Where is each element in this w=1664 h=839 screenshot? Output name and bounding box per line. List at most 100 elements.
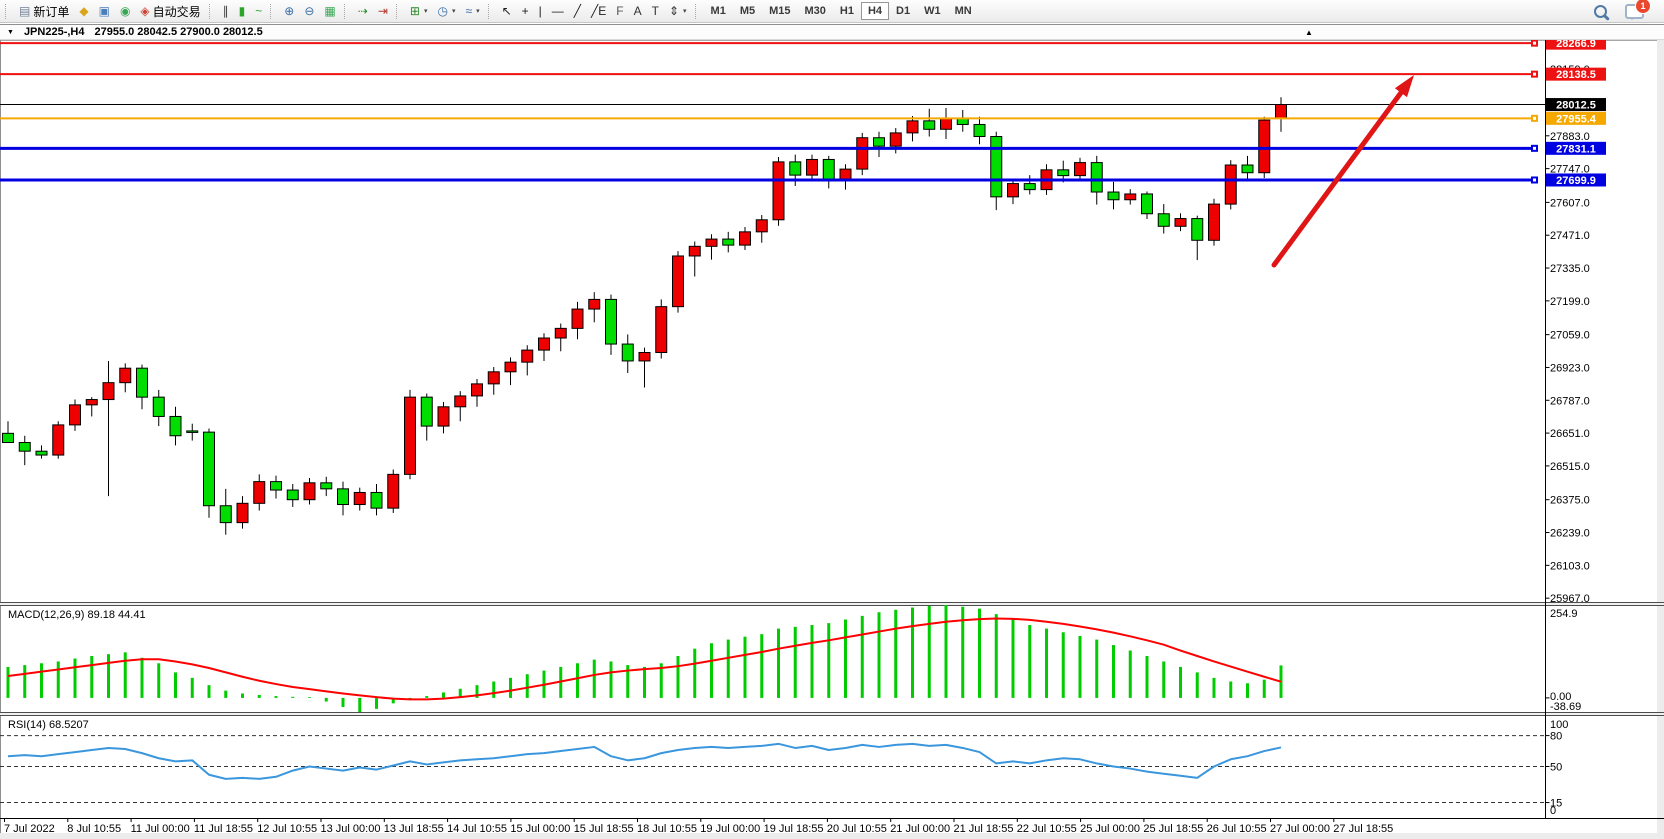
candle-body <box>420 396 433 427</box>
chart-shift-marker[interactable]: ▲ <box>1305 28 1313 37</box>
candle-body <box>1107 191 1120 201</box>
trendline-button[interactable]: ╱ <box>569 1 586 22</box>
candle-body <box>1124 193 1137 201</box>
periods-button[interactable]: ◷ ▾ <box>432 1 460 22</box>
macd-max-label: 254.9 <box>1550 608 1578 620</box>
channel-button[interactable]: ╱E <box>586 1 611 22</box>
candle-body <box>454 395 467 408</box>
crosshair-button[interactable]: + <box>517 1 534 22</box>
toolbar-grip <box>395 3 401 19</box>
autotrading-button-label: 自动交易 <box>152 4 201 19</box>
bar-chart-button[interactable]: ∥ <box>218 1 234 22</box>
candle-body <box>1208 203 1220 241</box>
timeframe-mn-button[interactable]: MN <box>954 5 972 17</box>
candle-body <box>253 481 266 504</box>
candle-body <box>588 298 601 310</box>
autotrading-button[interactable]: ◈ 自动交易 <box>135 1 205 22</box>
auto-scroll-button[interactable]: ⇢ <box>353 1 373 22</box>
panel-splitter[interactable] <box>0 602 1664 606</box>
new-chart-button[interactable]: ⊞ ▾ <box>405 1 433 22</box>
chart-shift-button[interactable]: ⇥ <box>373 1 393 22</box>
level-line-handle-dot <box>1533 146 1536 150</box>
candle-body <box>1157 213 1170 227</box>
candle-body <box>1258 119 1271 174</box>
chart-title-bar: ▼ JPN225-,H4 27955.0 28042.5 27900.0 280… <box>0 24 1664 40</box>
chart-canvas[interactable]: 28295.028159.028023.027883.027747.027607… <box>0 40 1664 839</box>
line-chart-button[interactable]: ~ <box>250 1 267 22</box>
terminal-icon: ▣ <box>98 4 110 18</box>
price-tick-label: 26923.0 <box>1550 362 1590 374</box>
timeframe-m30-button[interactable]: M30 <box>804 5 826 17</box>
signals-button[interactable]: ◉ <box>115 1 135 22</box>
candle-body <box>52 424 65 456</box>
cursor-button[interactable]: ↖ <box>497 1 517 22</box>
timeframe-m15-button[interactable]: M15 <box>769 5 791 17</box>
tile-windows-button[interactable]: ▦ <box>319 1 340 22</box>
autotrading-icon: ◈ <box>140 4 150 18</box>
toolbar-grip <box>694 3 700 19</box>
candlestick-icon: ▮ <box>238 4 246 18</box>
candle-body <box>437 406 450 427</box>
candle-body <box>219 505 232 524</box>
candle-body <box>35 450 48 456</box>
new-order-button[interactable]: ▤ 新订单 <box>14 1 74 22</box>
text-a-icon: A <box>633 4 642 18</box>
timeframe-m1-button[interactable]: M1 <box>710 5 726 17</box>
level-price-label <box>1546 173 1606 187</box>
dropdown-caret-icon[interactable]: ▾ <box>451 8 456 15</box>
zoom-out-button[interactable]: ⊖ <box>299 1 319 22</box>
date-label: 8 Jul 10:55 <box>67 823 121 835</box>
text-button[interactable]: A <box>629 1 647 22</box>
terminal-button[interactable]: ▣ <box>94 1 115 22</box>
candle-body <box>320 482 333 490</box>
candle-body <box>839 168 852 181</box>
date-label: 13 Jul 00:00 <box>321 823 381 835</box>
toolbar-right: 1 <box>1594 0 1664 20</box>
text-label-button[interactable]: T <box>647 1 664 22</box>
candle-body <box>655 306 668 353</box>
right-edge-strip <box>1657 40 1664 833</box>
level-line-handle-dot <box>1533 41 1536 45</box>
timeframe-h4-button[interactable]: H4 <box>860 2 890 20</box>
timeframe-h1-button[interactable]: H1 <box>839 5 854 17</box>
panel-splitter[interactable] <box>0 712 1664 716</box>
level-price-label <box>1546 141 1606 155</box>
rsi-scale-label: 15 <box>1550 798 1562 810</box>
macd-zero-label: 0.00 <box>1550 691 1571 703</box>
candle-body <box>18 442 31 452</box>
indicators-button[interactable]: ≈ ▾ <box>460 1 484 22</box>
trend-arrow-annotation[interactable] <box>1271 90 1404 268</box>
candle-body <box>789 161 802 176</box>
candle-body <box>102 382 115 401</box>
toolbar-grip <box>208 3 214 19</box>
candle-body <box>755 219 768 233</box>
vertical-line-button[interactable]: | <box>534 1 547 22</box>
level-price-label <box>1546 40 1606 50</box>
arrows-icon: ⇕ <box>668 4 680 18</box>
price-label-text: 27955.4 <box>1556 113 1597 125</box>
metaeditor-button[interactable]: ◆ <box>74 1 93 22</box>
level-price-label <box>1546 111 1606 125</box>
notifications-icon[interactable]: 1 <box>1625 0 1651 20</box>
timeframe-w1-button[interactable]: W1 <box>924 5 941 17</box>
price-tick-label: 26239.0 <box>1550 528 1590 540</box>
zoom-in-button[interactable]: ⊕ <box>279 1 299 22</box>
dropdown-caret-icon[interactable]: ▾ <box>476 8 480 15</box>
search-icon[interactable] <box>1594 4 1607 18</box>
horizontal-line-button[interactable]: — <box>547 1 569 22</box>
candlestick-chart-button[interactable]: ▮ <box>234 1 251 22</box>
candle-body <box>940 117 952 130</box>
candle-body <box>973 123 986 138</box>
candle-body <box>873 137 885 147</box>
timeframe-d1-button[interactable]: D1 <box>896 5 911 17</box>
dropdown-caret-icon[interactable]: ▾ <box>683 8 687 15</box>
fibonacci-button[interactable]: F <box>611 1 628 22</box>
chart-menu-triangle[interactable]: ▼ <box>7 28 14 36</box>
timeframe-m5-button[interactable]: M5 <box>739 5 756 17</box>
arrows-button[interactable]: ⇕ ▾ <box>664 1 692 22</box>
dropdown-caret-icon[interactable]: ▾ <box>423 8 428 15</box>
text-label-icon: T <box>651 4 659 18</box>
date-label: 19 Jul 18:55 <box>764 823 824 835</box>
chart-ohlc-values: 27955.0 28042.5 27900.0 28012.5 <box>94 26 263 38</box>
candle-body <box>990 136 1003 198</box>
